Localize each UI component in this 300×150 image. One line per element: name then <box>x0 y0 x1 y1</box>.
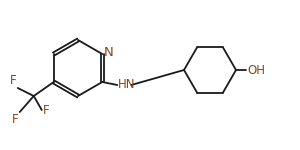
Text: F: F <box>12 113 19 126</box>
Text: F: F <box>43 103 50 117</box>
Text: F: F <box>10 74 17 87</box>
Text: N: N <box>104 46 114 60</box>
Text: HN: HN <box>118 78 136 92</box>
Text: OH: OH <box>247 63 265 76</box>
